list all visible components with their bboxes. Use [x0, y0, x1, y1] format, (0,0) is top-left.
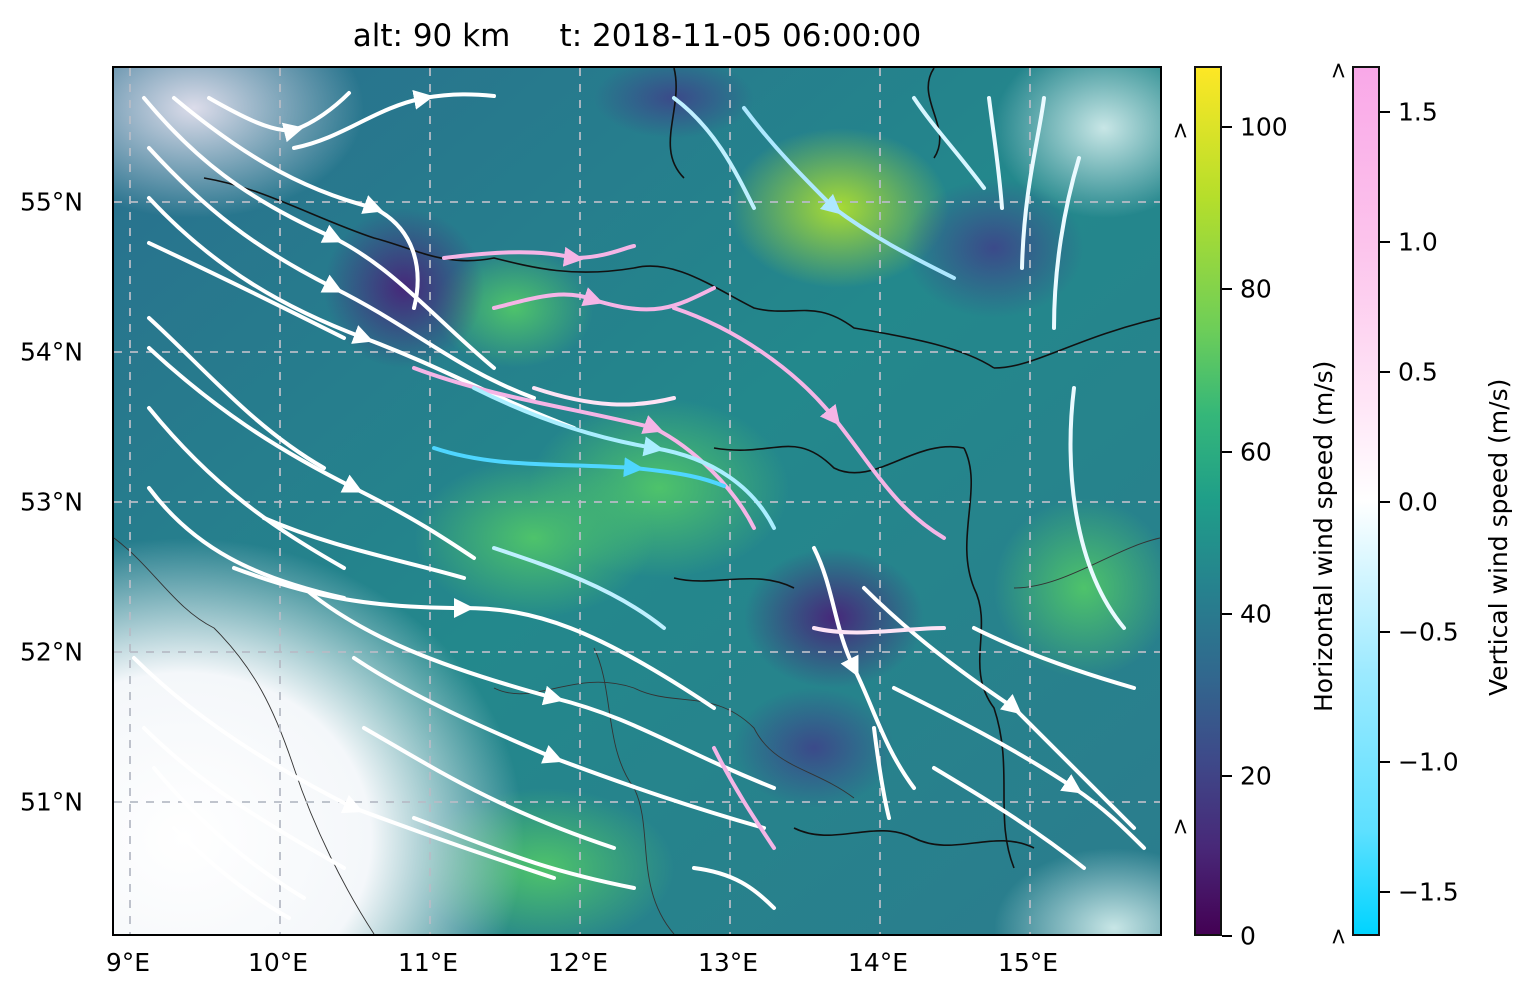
- gridlines: [114, 68, 1160, 934]
- x-tick-13E: 13°E: [697, 948, 759, 977]
- cb2-tick: [1380, 891, 1390, 893]
- cb1-extend-marker-top: >: [1168, 121, 1194, 140]
- coastlines: [203, 68, 1160, 869]
- cb2-tick-label: 0.5: [1398, 357, 1438, 387]
- cb1-tick: [1222, 288, 1232, 290]
- cb1-tick-label: 60: [1240, 437, 1272, 467]
- x-tick-15E: 15°E: [997, 948, 1059, 977]
- cb2-axis-label: Vertical wind speed (m/s): [1484, 378, 1513, 696]
- y-tick-51N: 51°N: [20, 787, 84, 817]
- chart-title: alt: 90 km t: 2018-11-05 06:00:00: [352, 18, 922, 54]
- horizontal-wind-colorbar: [1194, 66, 1222, 936]
- cb1-tick: [1222, 775, 1232, 777]
- cb2-tick-label: 0.0: [1398, 487, 1438, 517]
- cb1-tick: [1222, 451, 1232, 453]
- cb2-tick: [1380, 761, 1390, 763]
- wind-field-map: [114, 68, 1160, 934]
- cb1-tick-label: 100: [1240, 112, 1288, 142]
- x-tick-14E: 14°E: [847, 948, 909, 977]
- cb2-tick-label: 1.5: [1398, 97, 1438, 127]
- cb1-tick-label: 20: [1240, 761, 1272, 791]
- cb2-tick: [1380, 631, 1390, 633]
- cb1-extend-marker-bottom: >: [1168, 817, 1194, 836]
- cb1-tick-label: 80: [1240, 274, 1272, 304]
- y-tick-54N: 54°N: [20, 337, 84, 367]
- x-tick-10E: 10°E: [247, 948, 309, 977]
- cb1-axis-label: Horizontal wind speed (m/s): [1309, 360, 1338, 712]
- cb2-tick-label: −0.5: [1398, 617, 1459, 647]
- cb2-tick: [1380, 241, 1390, 243]
- cb2-tick-label: −1.5: [1398, 877, 1459, 907]
- cb2-extend-marker-bottom: >: [1326, 927, 1352, 946]
- cb2-extend-marker-top: >: [1326, 61, 1352, 80]
- cb2-tick: [1380, 501, 1390, 503]
- cb1-tick: [1222, 126, 1232, 128]
- x-tick-11E: 11°E: [397, 948, 459, 977]
- cb1-tick: [1222, 935, 1232, 937]
- cb2-tick-label: 1.0: [1398, 227, 1438, 257]
- y-tick-52N: 52°N: [20, 637, 84, 667]
- map-plot-area: [112, 66, 1162, 936]
- cb1-tick-label: 40: [1240, 599, 1272, 629]
- cb1-tick: [1222, 613, 1232, 615]
- cb1-tick-label: 0: [1240, 921, 1256, 951]
- cb2-tick: [1380, 371, 1390, 373]
- y-tick-53N: 53°N: [20, 487, 84, 517]
- y-tick-55N: 55°N: [20, 187, 84, 217]
- cb2-tick-label: −1.0: [1398, 747, 1459, 777]
- cb2-tick: [1380, 111, 1390, 113]
- streamlines: [132, 89, 1146, 920]
- x-tick-12E: 12°E: [547, 948, 609, 977]
- x-tick-9E: 9°E: [105, 948, 151, 977]
- vertical-wind-colorbar: [1352, 66, 1380, 936]
